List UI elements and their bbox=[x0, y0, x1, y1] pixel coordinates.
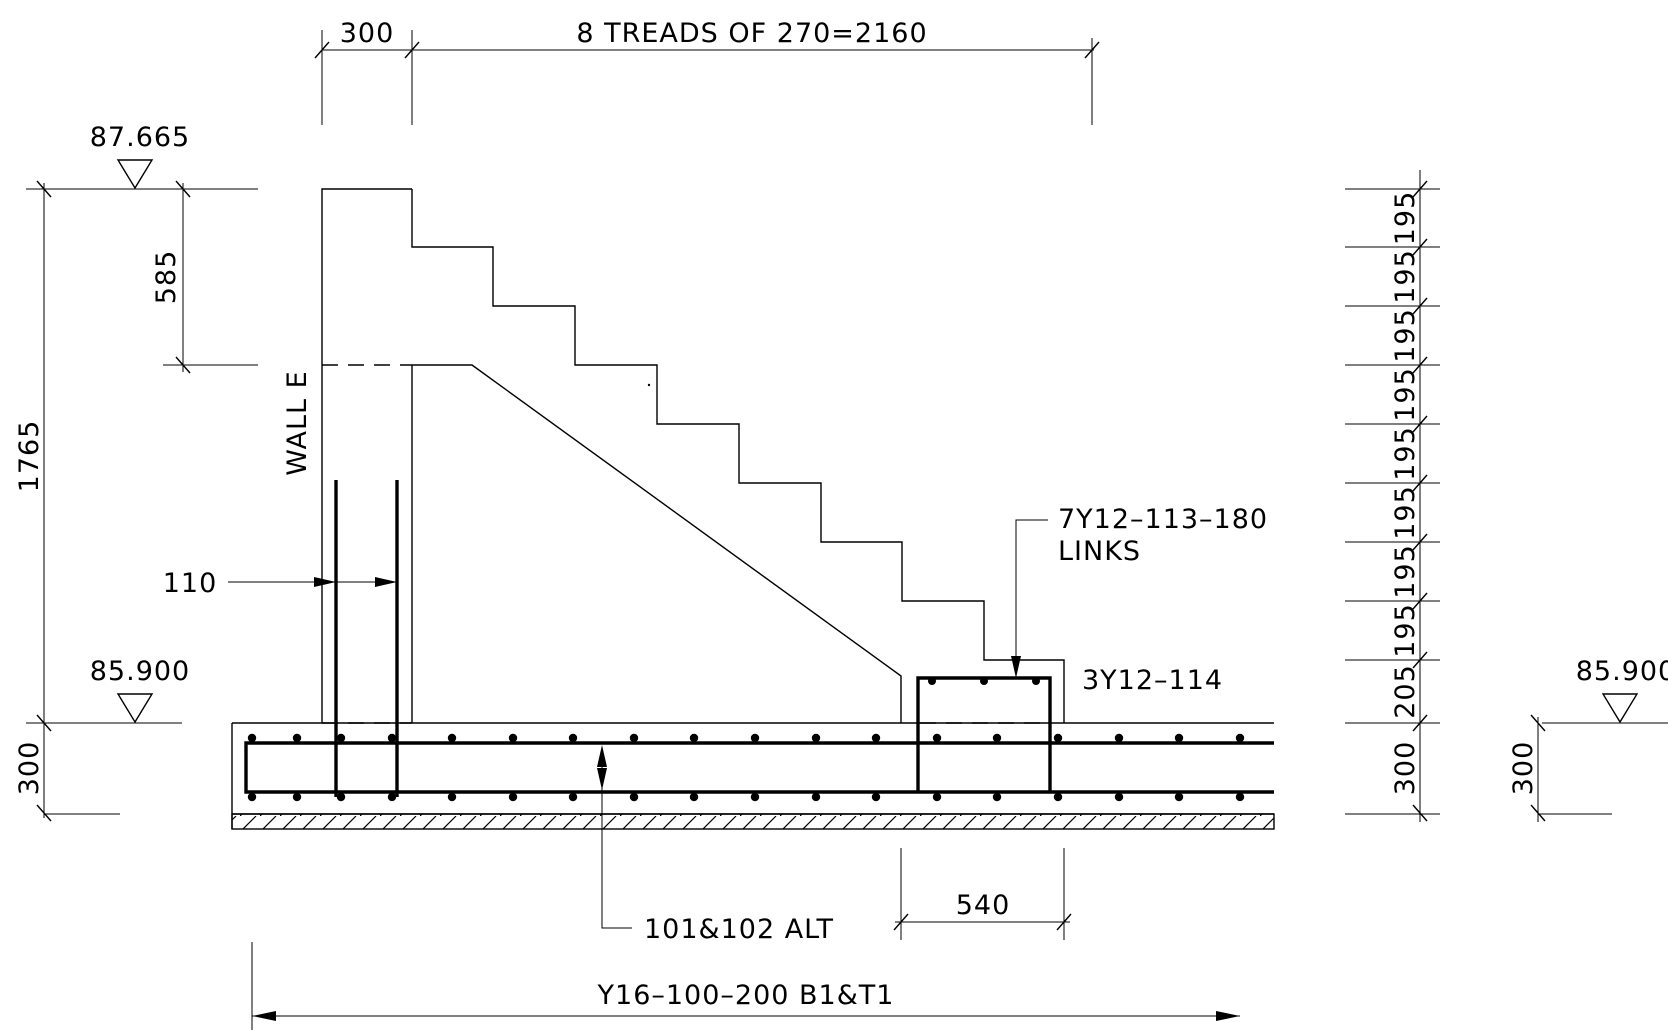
stair-steps bbox=[411, 189, 1065, 723]
level-marker-icon bbox=[116, 693, 154, 724]
riser-height-label: 195 bbox=[1390, 308, 1421, 363]
level-marker-icon bbox=[116, 159, 154, 190]
links-label-line1: 7Y12–113–180 bbox=[1058, 504, 1268, 535]
riser-height-label: 195 bbox=[1390, 544, 1421, 599]
treads-label: 8 TREADS OF 270=2160 bbox=[576, 18, 927, 49]
wall-label: WALL E bbox=[282, 370, 313, 475]
rebar-dot bbox=[1114, 733, 1124, 743]
rebar-dot bbox=[750, 792, 760, 802]
left-dimensions: 87.665 85.900 1765 300 585 bbox=[14, 122, 258, 822]
slab-main-bars bbox=[244, 741, 1274, 794]
stair-soffit bbox=[412, 364, 902, 723]
rebar-dot bbox=[750, 733, 760, 743]
rebar-dot bbox=[1053, 733, 1063, 743]
bar-dots bbox=[247, 733, 1245, 802]
rebar-dot bbox=[811, 733, 821, 743]
level-marker-icon bbox=[1601, 693, 1639, 724]
wall-and-stair: WALL E bbox=[282, 188, 1065, 723]
beam-width-dimension: 540 bbox=[893, 848, 1072, 940]
rebar-dot bbox=[387, 733, 397, 743]
rebar-dot bbox=[447, 733, 457, 743]
rebar-dot bbox=[629, 792, 639, 802]
rebar-dot bbox=[568, 733, 578, 743]
blinding-hatch bbox=[231, 813, 1275, 830]
bottom-bars-dimension: Y16–100–200 B1&T1 bbox=[251, 942, 1240, 1030]
rebar-dot bbox=[336, 792, 346, 802]
rebar-dot bbox=[811, 792, 821, 802]
level-bottom-right-label: 85.900 bbox=[1576, 656, 1668, 687]
bar-spacing-label: 110 bbox=[163, 568, 218, 599]
wall-width-label: 300 bbox=[340, 18, 395, 49]
slab-thickness-right-label: 300 bbox=[1390, 741, 1421, 796]
rebar-dot bbox=[871, 792, 881, 802]
total-height-label: 1765 bbox=[14, 420, 45, 493]
rebar-dot bbox=[932, 733, 942, 743]
rebar-dot bbox=[932, 792, 942, 802]
rebar-dot bbox=[1235, 792, 1245, 802]
riser-height-label: 195 bbox=[1390, 191, 1421, 246]
rebar-dot bbox=[1174, 792, 1184, 802]
rebar-dot bbox=[508, 733, 518, 743]
foundation-slab bbox=[231, 676, 1275, 830]
rebar-dot bbox=[292, 733, 302, 743]
rebar-dot bbox=[1114, 792, 1124, 802]
links-label-line2: LINKS bbox=[1058, 536, 1141, 567]
riser-height-label: 195 bbox=[1390, 249, 1421, 304]
slab-bars-label: 101&102 ALT bbox=[644, 914, 834, 945]
beam-bars-label: 3Y12–114 bbox=[1082, 665, 1223, 696]
rebar-dot bbox=[871, 733, 881, 743]
level-bottom-left-label: 85.900 bbox=[90, 656, 190, 687]
rebar-dot bbox=[387, 792, 397, 802]
beam-width-label: 540 bbox=[956, 890, 1011, 921]
riser-height-label: 195 bbox=[1390, 485, 1421, 540]
rebar-dot bbox=[992, 733, 1002, 743]
rebar-dot bbox=[247, 733, 257, 743]
rebar-dot bbox=[689, 733, 699, 743]
rebar-dot bbox=[336, 733, 346, 743]
rebar-dot bbox=[292, 792, 302, 802]
top-dimension: 300 8 TREADS OF 270=2160 bbox=[314, 18, 1100, 125]
far-right-level: 85.900 300 bbox=[1508, 656, 1668, 822]
rebar-dot bbox=[1053, 792, 1063, 802]
slab-thickness-far-right-label: 300 bbox=[1508, 741, 1539, 796]
step-height-label: 585 bbox=[151, 250, 182, 305]
rebar-dot bbox=[1174, 733, 1184, 743]
riser-height-label: 205 bbox=[1390, 664, 1421, 719]
wall-bars: 110 bbox=[163, 480, 399, 797]
riser-height-label: 195 bbox=[1390, 367, 1421, 422]
rebar-dot bbox=[689, 792, 699, 802]
riser-height-label: 195 bbox=[1390, 426, 1421, 481]
rebar-dot bbox=[508, 792, 518, 802]
slab-bars-callout: 101&102 ALT bbox=[597, 745, 834, 945]
rebar-dot bbox=[247, 792, 257, 802]
slab-thickness-left-label: 300 bbox=[14, 741, 45, 796]
rebar-dot bbox=[992, 792, 1002, 802]
bottom-bars-label: Y16–100–200 B1&T1 bbox=[597, 980, 895, 1011]
links-callout: 7Y12–113–180 LINKS 3Y12–114 bbox=[1011, 504, 1268, 696]
rebar-dot bbox=[629, 733, 639, 743]
riser-height-label: 195 bbox=[1390, 603, 1421, 658]
rebar-dot bbox=[568, 792, 578, 802]
rebar-dot bbox=[447, 792, 457, 802]
level-top-label: 87.665 bbox=[90, 122, 190, 153]
rebar-dot bbox=[1235, 733, 1245, 743]
